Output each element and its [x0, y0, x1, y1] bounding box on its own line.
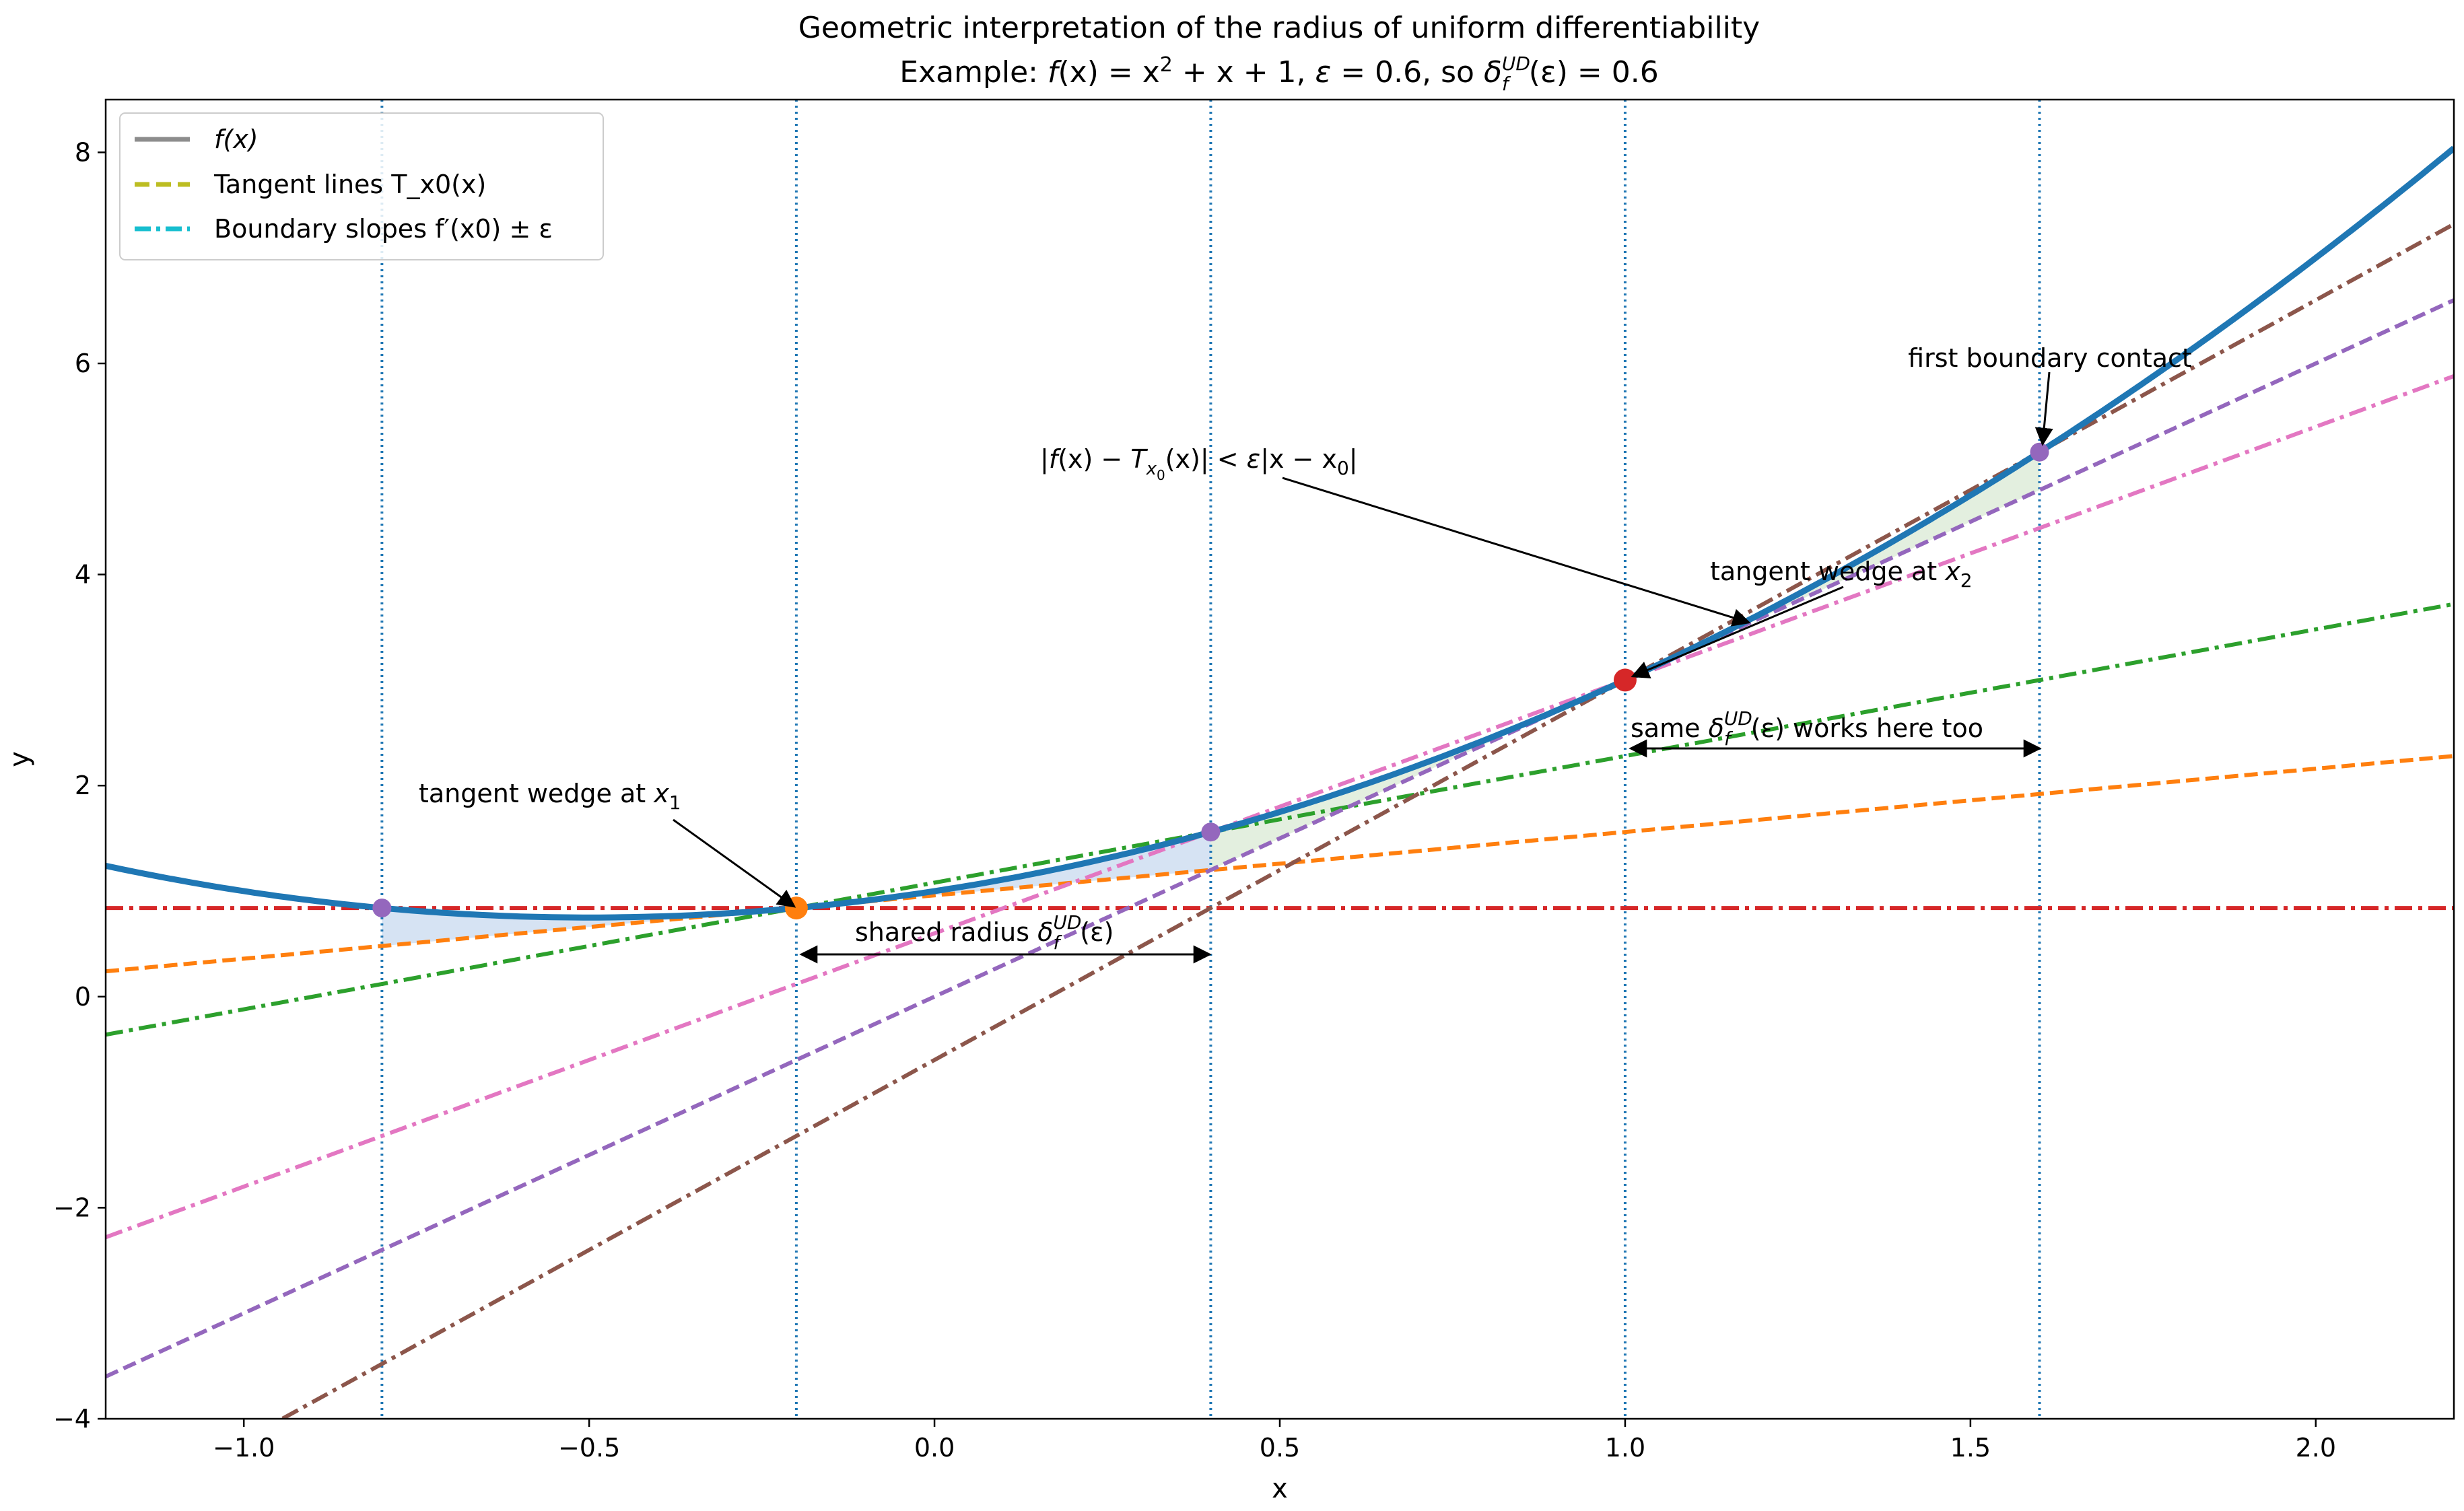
upper-boundary-line-0 [106, 602, 2454, 1037]
x-tick-label-5: 1.5 [1950, 1433, 1991, 1463]
tangent-line-1 [106, 298, 2454, 1379]
x-tick-label-4: 1.0 [1605, 1433, 1645, 1463]
chart-subtitle: Example: f(x) = x2 + x + 1, ε = 0.6, so … [899, 52, 1658, 95]
upper-boundary-line-1 [277, 222, 2454, 1419]
legend: f(x) Tangent lines T_x0(x) Boundary slop… [119, 112, 604, 260]
legend-label-boundary: Boundary slopes f′(x0) ± ε [214, 214, 553, 244]
annotations: first boundary contact |f(x) − Tx0(x)| <… [419, 343, 2192, 964]
y-tick-label-3: 2 [75, 771, 91, 800]
x-tick-label-0: −1.0 [213, 1433, 275, 1463]
x-tick-label-1: −0.5 [558, 1433, 620, 1463]
x-tick-label-3: 0.5 [1260, 1433, 1300, 1463]
vertical-reference-lines [380, 100, 2041, 1419]
tangent-line-0 [106, 754, 2454, 974]
arrow-wedge-x2 [1631, 586, 1844, 678]
arrow-inequality [1282, 477, 1751, 627]
x-axis-ticks: −1.0 −0.5 0.0 0.5 1.0 1.5 2.0 [213, 1419, 2336, 1463]
annotation-shared-radius: shared radius δUD f (ε) [855, 911, 1114, 954]
base-point-0 [784, 897, 808, 920]
boundary-point-2 [2030, 442, 2049, 462]
boundary-point-0 [372, 899, 392, 918]
y-axis-ticks: −4 −2 0 2 4 6 8 [53, 137, 106, 1434]
legend-label-tangent: Tangent lines T_x0(x) [213, 170, 486, 199]
y-tick-label-5: 6 [75, 349, 91, 378]
function-curve-path [106, 145, 2454, 921]
lower-boundary-line-1 [106, 374, 2454, 1240]
annotation-inequality: |f(x) − Tx0(x)| < ε|x − x0| [1040, 444, 1358, 483]
x-tick-label-6: 2.0 [2296, 1433, 2336, 1463]
x-axis-label: x [1272, 1473, 1288, 1504]
y-tick-label-4: 4 [75, 560, 91, 590]
chart-title: Geometric interpretation of the radius o… [798, 11, 1760, 45]
annotation-wedge-x2: tangent wedge at x2 [1710, 557, 1973, 592]
y-tick-label-1: −2 [53, 1193, 91, 1222]
base-point-1 [1613, 668, 1637, 692]
x-tick-label-2: 0.0 [914, 1433, 955, 1463]
legend-label-function: f(x) [214, 125, 259, 154]
annotation-same-delta: same δUD f (ε) works here too [1631, 707, 1983, 750]
y-tick-label-2: 0 [75, 982, 91, 1012]
wedge-fill-1 [796, 832, 1211, 909]
arrow-first-contact [2034, 372, 2053, 446]
plot-frame [104, 98, 2455, 1420]
tangent-and-boundary-lines [106, 222, 2454, 1419]
function-curve [106, 145, 2454, 921]
arrow-wedge-x1 [673, 818, 796, 908]
y-tick-label-6: 8 [75, 137, 91, 167]
legend-box [119, 112, 604, 260]
annotation-first-contact: first boundary contact [1908, 343, 2192, 373]
y-tick-label-0: −4 [53, 1404, 91, 1434]
y-axis-label: y [4, 751, 35, 767]
annotation-wedge-x1: tangent wedge at x1 [419, 779, 681, 814]
boundary-point-1 [1201, 822, 1221, 842]
